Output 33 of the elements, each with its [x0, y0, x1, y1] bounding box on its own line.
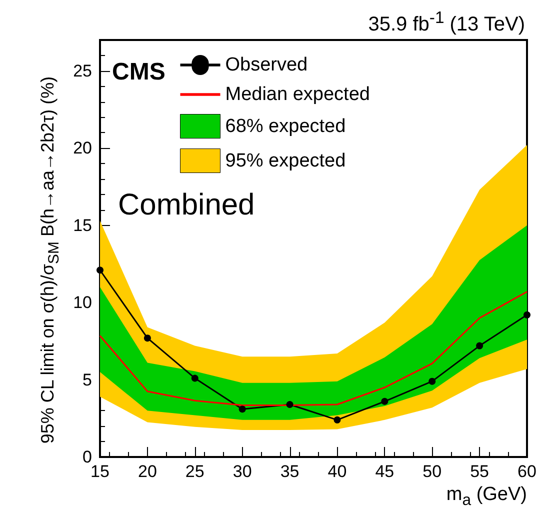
y-tick-label: 0: [82, 448, 92, 466]
y-tick-label: 10: [73, 293, 92, 312]
legend-label: 95% expected: [225, 150, 346, 172]
x-tick-label: 20: [138, 462, 157, 481]
x-tick-label: 55: [470, 462, 490, 481]
x-tick-label: 35: [280, 462, 300, 481]
point: [428, 378, 436, 385]
y-tick-label: 5: [82, 370, 92, 390]
point: [286, 400, 294, 408]
y-tick-label: 15: [73, 216, 92, 235]
x-tick-label: 40: [328, 462, 347, 481]
point: [381, 398, 388, 405]
x-tick-label: 30: [232, 462, 252, 481]
y-tick-label: 25: [73, 61, 92, 80]
point: [334, 416, 341, 424]
legend-label: Observed: [225, 54, 308, 76]
point: [96, 266, 104, 274]
point: [524, 311, 530, 318]
x-axis-title: m$_{a}$ (GeV): [446, 484, 527, 509]
point: [191, 374, 198, 382]
legend-label: Median expected: [225, 84, 370, 105]
annotation: CMS: [112, 58, 166, 86]
x-tick-label: 50: [422, 462, 442, 481]
y-tick-label: 20: [73, 138, 92, 158]
legend-label: 68% expected: [225, 116, 346, 137]
point: [238, 406, 246, 413]
text: 35.9 fb$^{-1}$ (13 TeV): [368, 8, 525, 36]
point: [144, 334, 151, 342]
x-tick-label: 60: [518, 462, 536, 481]
annotation: Combined: [118, 188, 255, 222]
x-tick-label: 25: [185, 462, 204, 481]
point: [476, 342, 484, 350]
x-tick-label: 45: [375, 462, 394, 481]
